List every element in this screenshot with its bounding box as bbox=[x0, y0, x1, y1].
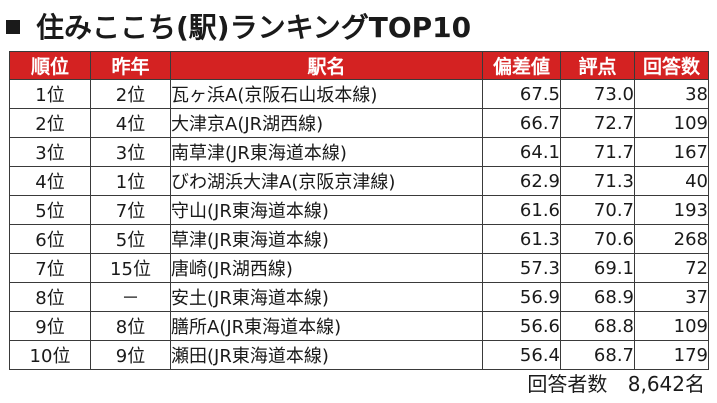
cell-deviation-score: 56.6 bbox=[482, 311, 561, 341]
cell-prev-year: 7位 bbox=[90, 195, 171, 225]
cell-rank: 1位 bbox=[9, 79, 91, 109]
cell-rating: 68.9 bbox=[560, 282, 635, 312]
table-row: 8位－安土(JR東海道本線) 56.9 68.9 37 bbox=[9, 282, 709, 312]
header-prev-year: 昨年 bbox=[90, 51, 171, 80]
cell-deviation-score: 56.4 bbox=[482, 340, 561, 370]
cell-rank: 10位 bbox=[9, 340, 91, 370]
table-row: 6位 5位 草津(JR東海道本線) 61.3 70.6 268 bbox=[9, 224, 709, 254]
cell-rating: 70.7 bbox=[560, 195, 635, 225]
header-rank: 順位 bbox=[9, 51, 91, 80]
cell-station-name: 南草津(JR東海道本線) bbox=[170, 137, 483, 167]
cell-prev-year: 3位 bbox=[90, 137, 171, 167]
cell-respondent-count: 109 bbox=[634, 311, 709, 341]
respondent-total: 回答者数 8,642名 bbox=[527, 368, 705, 397]
table-row: 2位 4位 大津京A(JR湖西線) 66.7 72.7 109 bbox=[9, 108, 709, 138]
table-row: 7位 15位 唐崎(JR湖西線) 57.3 69.1 72 bbox=[9, 253, 709, 283]
cell-station-name: 草津(JR東海道本線) bbox=[170, 224, 483, 254]
respondent-total-label: 回答者数 bbox=[527, 372, 608, 396]
header-station-name: 駅名 bbox=[170, 51, 483, 80]
cell-respondent-count: 38 bbox=[634, 79, 709, 109]
header-deviation-score: 偏差値 bbox=[482, 51, 561, 80]
cell-rank: 3位 bbox=[9, 137, 91, 167]
cell-prev-year: 1位 bbox=[90, 166, 171, 196]
cell-rank: 7位 bbox=[9, 253, 91, 283]
title-square-icon bbox=[6, 20, 20, 34]
cell-rating: 68.8 bbox=[560, 311, 635, 341]
cell-rating: 73.0 bbox=[560, 79, 635, 109]
cell-respondent-count: 179 bbox=[634, 340, 709, 370]
cell-respondent-count: 40 bbox=[634, 166, 709, 196]
table-header-row: 順位 昨年 駅名 偏差値 評点 回答数 bbox=[9, 51, 709, 80]
cell-deviation-score: 66.7 bbox=[482, 108, 561, 138]
cell-respondent-count: 37 bbox=[634, 282, 709, 312]
cell-station-name: びわ湖浜大津A(京阪京津線) bbox=[170, 166, 483, 196]
cell-station-name: 安土(JR東海道本線) bbox=[170, 282, 483, 312]
cell-station-name: 瀬田(JR東海道本線) bbox=[170, 340, 483, 370]
table-row: 10位 9位 瀬田(JR東海道本線) 56.4 68.7 179 bbox=[9, 340, 709, 370]
respondent-total-value: 8,642名 bbox=[627, 372, 705, 396]
cell-rank: 6位 bbox=[9, 224, 91, 254]
title-row: 住みここち(駅)ランキングTOP10 bbox=[6, 4, 471, 48]
cell-rating: 69.1 bbox=[560, 253, 635, 283]
cell-station-name: 守山(JR東海道本線) bbox=[170, 195, 483, 225]
table-row: 4位 1位 びわ湖浜大津A(京阪京津線) 62.9 71.3 40 bbox=[9, 166, 709, 196]
cell-deviation-score: 62.9 bbox=[482, 166, 561, 196]
cell-prev-year: 4位 bbox=[90, 108, 171, 138]
cell-deviation-score: 57.3 bbox=[482, 253, 561, 283]
cell-station-name: 膳所A(JR東海道本線) bbox=[170, 311, 483, 341]
cell-rating: 71.7 bbox=[560, 137, 635, 167]
cell-station-name: 瓦ヶ浜A(京阪石山坂本線) bbox=[170, 79, 483, 109]
cell-deviation-score: 67.5 bbox=[482, 79, 561, 109]
cell-deviation-score: 56.9 bbox=[482, 282, 561, 312]
cell-rank: 8位 bbox=[9, 282, 91, 312]
cell-prev-year: 9位 bbox=[90, 340, 171, 370]
cell-deviation-score: 61.6 bbox=[482, 195, 561, 225]
cell-station-name: 大津京A(JR湖西線) bbox=[170, 108, 483, 138]
cell-deviation-score: 61.3 bbox=[482, 224, 561, 254]
cell-respondent-count: 72 bbox=[634, 253, 709, 283]
header-respondent-count: 回答数 bbox=[634, 51, 709, 80]
cell-prev-year: 15位 bbox=[90, 253, 171, 283]
cell-respondent-count: 268 bbox=[634, 224, 709, 254]
cell-rank: 9位 bbox=[9, 311, 91, 341]
cell-rank: 2位 bbox=[9, 108, 91, 138]
page-title: 住みここち(駅)ランキングTOP10 bbox=[36, 11, 472, 44]
cell-prev-year: 5位 bbox=[90, 224, 171, 254]
table-row: 9位 8位 膳所A(JR東海道本線) 56.6 68.8 109 bbox=[9, 311, 709, 341]
cell-prev-year: 8位 bbox=[90, 311, 171, 341]
cell-respondent-count: 167 bbox=[634, 137, 709, 167]
cell-respondent-count: 193 bbox=[634, 195, 709, 225]
cell-rating: 71.3 bbox=[560, 166, 635, 196]
table-row: 1位 2位 瓦ヶ浜A(京阪石山坂本線) 67.5 73.0 38 bbox=[9, 79, 709, 109]
cell-rank: 5位 bbox=[9, 195, 91, 225]
cell-rating: 72.7 bbox=[560, 108, 635, 138]
cell-rating: 70.6 bbox=[560, 224, 635, 254]
cell-prev-year: － bbox=[90, 282, 171, 312]
cell-prev-year: 2位 bbox=[90, 79, 171, 109]
ranking-table: 順位 昨年 駅名 偏差値 評点 回答数 1位 2位 瓦ヶ浜A(京阪石山坂本線) 67.… bbox=[9, 51, 709, 370]
table-row: 3位 3位 南草津(JR東海道本線) 64.1 71.7 167 bbox=[9, 137, 709, 167]
cell-rating: 68.7 bbox=[560, 340, 635, 370]
cell-deviation-score: 64.1 bbox=[482, 137, 561, 167]
table-body: 1位 2位 瓦ヶ浜A(京阪石山坂本線) 67.5 73.0 38 2位 4位 大津京A(JR湖西… bbox=[9, 79, 709, 370]
table-row: 5位 7位 守山(JR東海道本線) 61.6 70.7 193 bbox=[9, 195, 709, 225]
header-rating: 評点 bbox=[560, 51, 635, 80]
cell-rank: 4位 bbox=[9, 166, 91, 196]
cell-station-name: 唐崎(JR湖西線) bbox=[170, 253, 483, 283]
cell-respondent-count: 109 bbox=[634, 108, 709, 138]
